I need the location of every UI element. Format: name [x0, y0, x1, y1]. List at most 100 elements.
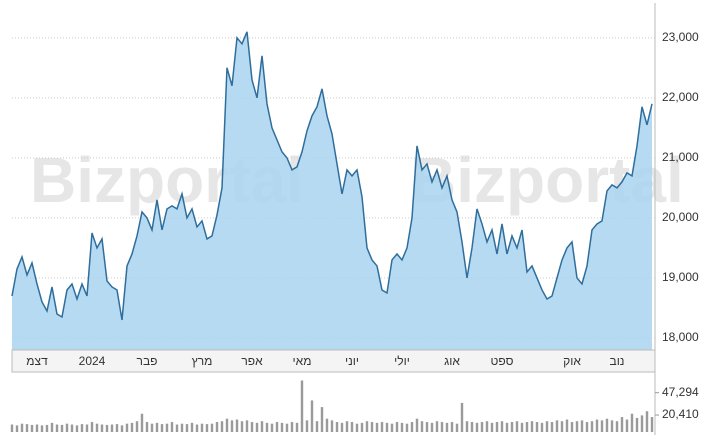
- volume-bar: [440, 422, 444, 432]
- volume-bar: [365, 421, 369, 432]
- price-line: [11, 31, 653, 321]
- volume-bar: [215, 422, 219, 432]
- volume-bar: [320, 407, 324, 432]
- volume-bar: [575, 421, 579, 432]
- volume-bar: [635, 417, 639, 432]
- volume-bar: [75, 425, 79, 432]
- volume-bar: [145, 422, 149, 432]
- volume-bar: [380, 422, 384, 432]
- volume-bar: [335, 422, 339, 432]
- volume-bar: [415, 418, 419, 432]
- x-tick-label: אוג: [444, 354, 460, 368]
- volume-bar: [405, 423, 409, 432]
- volume-bar: [570, 422, 574, 432]
- volume-bar: [620, 417, 624, 432]
- x-axis-band: [11, 349, 656, 373]
- volume-bar: [285, 423, 289, 432]
- volume-bar: [165, 423, 169, 432]
- volume-bar: [530, 421, 534, 432]
- volume-bar: [180, 423, 184, 432]
- y-tick-label: 23,000: [662, 30, 699, 44]
- volume-bar: [70, 424, 74, 432]
- volume-bar: [370, 422, 374, 432]
- volume-bar: [170, 422, 174, 432]
- volume-bar: [245, 420, 249, 432]
- x-tick-label: ספט: [491, 354, 514, 368]
- volume-bar: [125, 423, 129, 432]
- volume-bar: [175, 424, 179, 432]
- volume-bar: [480, 422, 484, 432]
- volume-bar: [625, 419, 629, 432]
- volume-bar: [525, 422, 529, 432]
- volume-bar: [515, 421, 519, 432]
- volume-bar: [325, 418, 329, 432]
- volume-bar: [45, 424, 49, 432]
- volume-bar: [375, 422, 379, 432]
- volume-bar: [505, 422, 509, 432]
- volume-bar: [330, 420, 334, 432]
- x-tick-label: מאי: [293, 354, 312, 368]
- x-tick-label: אוק: [563, 354, 581, 368]
- volume-bar: [645, 411, 649, 432]
- y-tick-label: 47,294: [662, 385, 699, 399]
- volume-bar: [595, 419, 599, 432]
- volume-bar: [60, 424, 64, 432]
- volume-bar: [200, 423, 204, 432]
- volume-bar: [260, 421, 264, 432]
- y-tick-label: 18,000: [662, 330, 699, 344]
- volume-bar: [155, 422, 159, 432]
- volume-bar: [600, 420, 604, 432]
- volume-bar: [10, 424, 14, 432]
- volume-bar: [350, 422, 354, 432]
- volume-bar: [25, 424, 29, 432]
- volume-bar: [565, 419, 569, 432]
- x-tick-label: נוב: [610, 354, 625, 368]
- volume-bar: [195, 424, 199, 432]
- volume-bar: [255, 422, 259, 432]
- volume-bar: [30, 424, 34, 432]
- volume-bar: [185, 424, 189, 432]
- volume-bar: [615, 421, 619, 432]
- y-tick-label: 20,410: [662, 407, 699, 421]
- volume-bar: [495, 422, 499, 432]
- volume-bar: [100, 424, 104, 432]
- volume-bar: [590, 421, 594, 432]
- volume-bar: [580, 420, 584, 432]
- volume-bar: [450, 422, 454, 432]
- volume-bar: [15, 425, 19, 432]
- volume-bar: [585, 422, 589, 432]
- volume-bar: [550, 422, 554, 432]
- volume-bar: [385, 422, 389, 432]
- volume-panel: 20,410 47,294: [10, 380, 699, 432]
- volume-bar: [210, 423, 214, 432]
- volume-bar: [490, 422, 494, 432]
- volume-bar: [80, 424, 84, 432]
- volume-bar: [110, 424, 114, 432]
- volume-bar: [160, 424, 164, 432]
- volume-bar: [485, 421, 489, 432]
- volume-bar: [135, 421, 139, 432]
- volume-bar: [395, 422, 399, 432]
- volume-bar: [465, 421, 469, 432]
- volume-bar: [555, 420, 559, 432]
- volume-bar: [540, 422, 544, 432]
- volume-bar: [560, 421, 564, 432]
- volume-bar: [435, 421, 439, 432]
- volume-bar: [500, 421, 504, 432]
- x-tick-label: אפר: [241, 354, 263, 368]
- volume-bar: [280, 422, 284, 432]
- volume-bar: [400, 422, 404, 432]
- volume-bar: [150, 423, 154, 432]
- x-tick-label: יוני: [345, 354, 359, 368]
- volume-bar: [300, 380, 304, 432]
- volume-bar: [650, 417, 654, 432]
- price-area: [12, 31, 652, 350]
- volume-bar: [240, 421, 244, 432]
- volume-bar: [225, 418, 229, 432]
- volume-bar: [630, 413, 634, 432]
- volume-bar: [270, 423, 274, 432]
- volume-bar: [105, 424, 109, 432]
- volume-bar: [190, 422, 194, 432]
- volume-bar: [230, 420, 234, 432]
- volume-bar: [390, 423, 394, 432]
